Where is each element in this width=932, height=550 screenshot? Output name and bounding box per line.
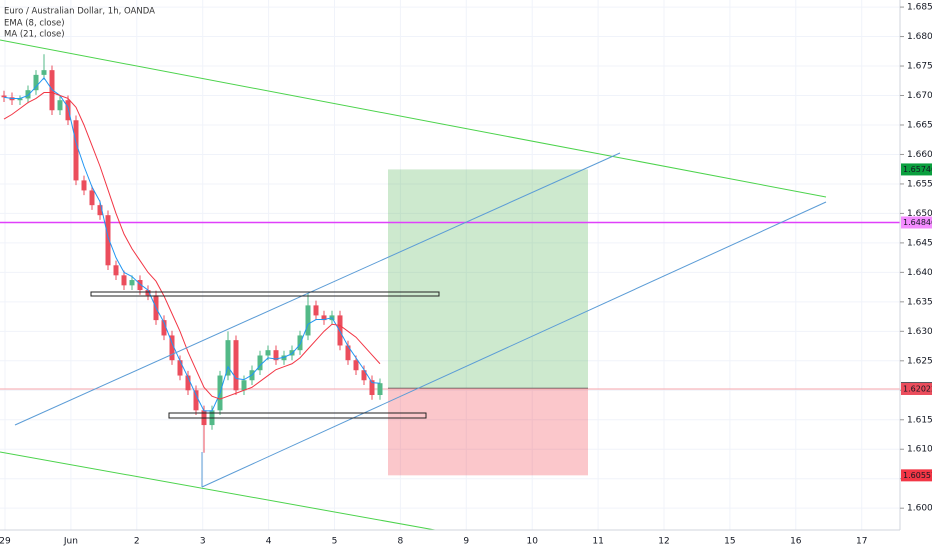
- candle-body: [273, 350, 279, 361]
- candle-body: [313, 305, 319, 316]
- candle-body: [25, 90, 31, 99]
- price-tag-label: 1.62022: [903, 384, 932, 393]
- x-tick-label: 17: [856, 537, 867, 547]
- legend-title: Euro / Australian Dollar, 1h, OANDA: [4, 7, 155, 17]
- y-tick-label: 1.62500: [907, 356, 932, 366]
- x-tick-label: 8: [398, 537, 404, 547]
- candle-body: [257, 355, 263, 371]
- candle-body: [369, 380, 375, 395]
- candle-body: [297, 335, 303, 351]
- candle-body: [353, 360, 359, 371]
- candle-body: [113, 265, 119, 276]
- grid: [0, 0, 900, 530]
- x-tick-label: 5: [332, 537, 338, 547]
- candle-body: [305, 305, 311, 336]
- y-tick-label: 1.65500: [907, 179, 932, 189]
- candle-body: [289, 350, 295, 356]
- candle-body: [57, 100, 63, 111]
- candle-body: [193, 390, 199, 411]
- candle-body: [177, 360, 183, 376]
- price-tag: [901, 216, 932, 229]
- price-tag-label: 1.65746: [903, 165, 932, 174]
- y-tick-label: 1.63500: [907, 297, 932, 307]
- candle-body: [281, 355, 287, 361]
- indicator-line: [3, 92, 381, 400]
- candle-body: [377, 383, 383, 395]
- x-tick-label: 9: [463, 537, 469, 547]
- candle-body: [81, 180, 87, 191]
- y-tick-label: 1.65000: [907, 209, 932, 219]
- x-tick-label: 3: [200, 537, 206, 547]
- candle-body: [129, 280, 135, 286]
- candle-body: [121, 275, 127, 286]
- price-tag: [901, 163, 932, 176]
- candle-body: [361, 370, 367, 381]
- y-tick-label: 1.68000: [907, 32, 932, 42]
- x-tick-label: 11: [592, 537, 603, 547]
- support-box: [168, 412, 427, 419]
- indicator-line: [3, 77, 381, 412]
- candle-body: [345, 345, 351, 361]
- trend-line: [0, 451, 436, 531]
- y-tick-label: 1.67000: [907, 91, 932, 101]
- x-tick-label: 15: [724, 537, 735, 547]
- x-tick-label: 4: [266, 537, 272, 547]
- y-tick-label: 1.67500: [907, 62, 932, 72]
- candle-body: [89, 190, 95, 206]
- price-tag: [901, 382, 932, 395]
- candle-body: [169, 335, 175, 361]
- x-tick-label: 2: [134, 537, 140, 547]
- x-tick-label: Jun: [63, 537, 78, 547]
- candle-body: [33, 74, 39, 91]
- candle-body: [265, 350, 271, 356]
- x-tick-label: 12: [658, 537, 669, 547]
- y-tick-label: 1.66000: [907, 150, 932, 160]
- y-tick-label: 1.61000: [907, 445, 932, 455]
- candle-body: [241, 380, 247, 391]
- candle-body: [1, 95, 7, 98]
- candle-body: [65, 100, 71, 121]
- resistance-box: [90, 291, 440, 297]
- candle-body: [161, 320, 167, 336]
- y-tick-label: 1.68500: [907, 3, 932, 13]
- y-tick-label: 1.61500: [907, 415, 932, 425]
- candle-body: [41, 70, 47, 75]
- candle-body: [17, 98, 23, 101]
- y-tick-label: 1.63000: [907, 327, 932, 337]
- price-tag-label: 1.64846: [903, 218, 932, 227]
- channel-line: [14, 152, 621, 426]
- price-tag-label: 1.60557: [903, 471, 932, 480]
- candle-body: [233, 340, 239, 391]
- price-tag: [901, 469, 932, 482]
- plot: [0, 54, 900, 476]
- candle-body: [97, 205, 103, 216]
- channel-line: [201, 201, 827, 488]
- axis-labels: 1.68500 1.68000 1.67500 1.67000 1.66500 1.660…: [0, 3, 932, 547]
- y-tick-label: 1.64000: [907, 268, 932, 278]
- x-tick-label: 10: [526, 537, 538, 547]
- loss-zone: [388, 388, 588, 476]
- candle-body: [105, 215, 111, 266]
- y-tick-label: 1.64500: [907, 238, 932, 248]
- candle-body: [185, 375, 191, 391]
- candle-body: [145, 290, 151, 296]
- profit-zone: [388, 169, 588, 389]
- candle-body: [73, 120, 79, 181]
- y-tick-label: 1.66500: [907, 120, 932, 130]
- x-tick-label: 29: [0, 537, 11, 547]
- legend-entry: EMA (8, close): [4, 19, 65, 29]
- candle-body: [321, 315, 327, 321]
- y-tick-label: 1.60000: [907, 504, 932, 514]
- trend-line: [0, 39, 827, 198]
- x-tick-label: 16: [790, 537, 802, 547]
- candle-body: [225, 340, 231, 376]
- candle-body: [137, 280, 143, 291]
- legend-entry: MA (21, close): [4, 30, 65, 40]
